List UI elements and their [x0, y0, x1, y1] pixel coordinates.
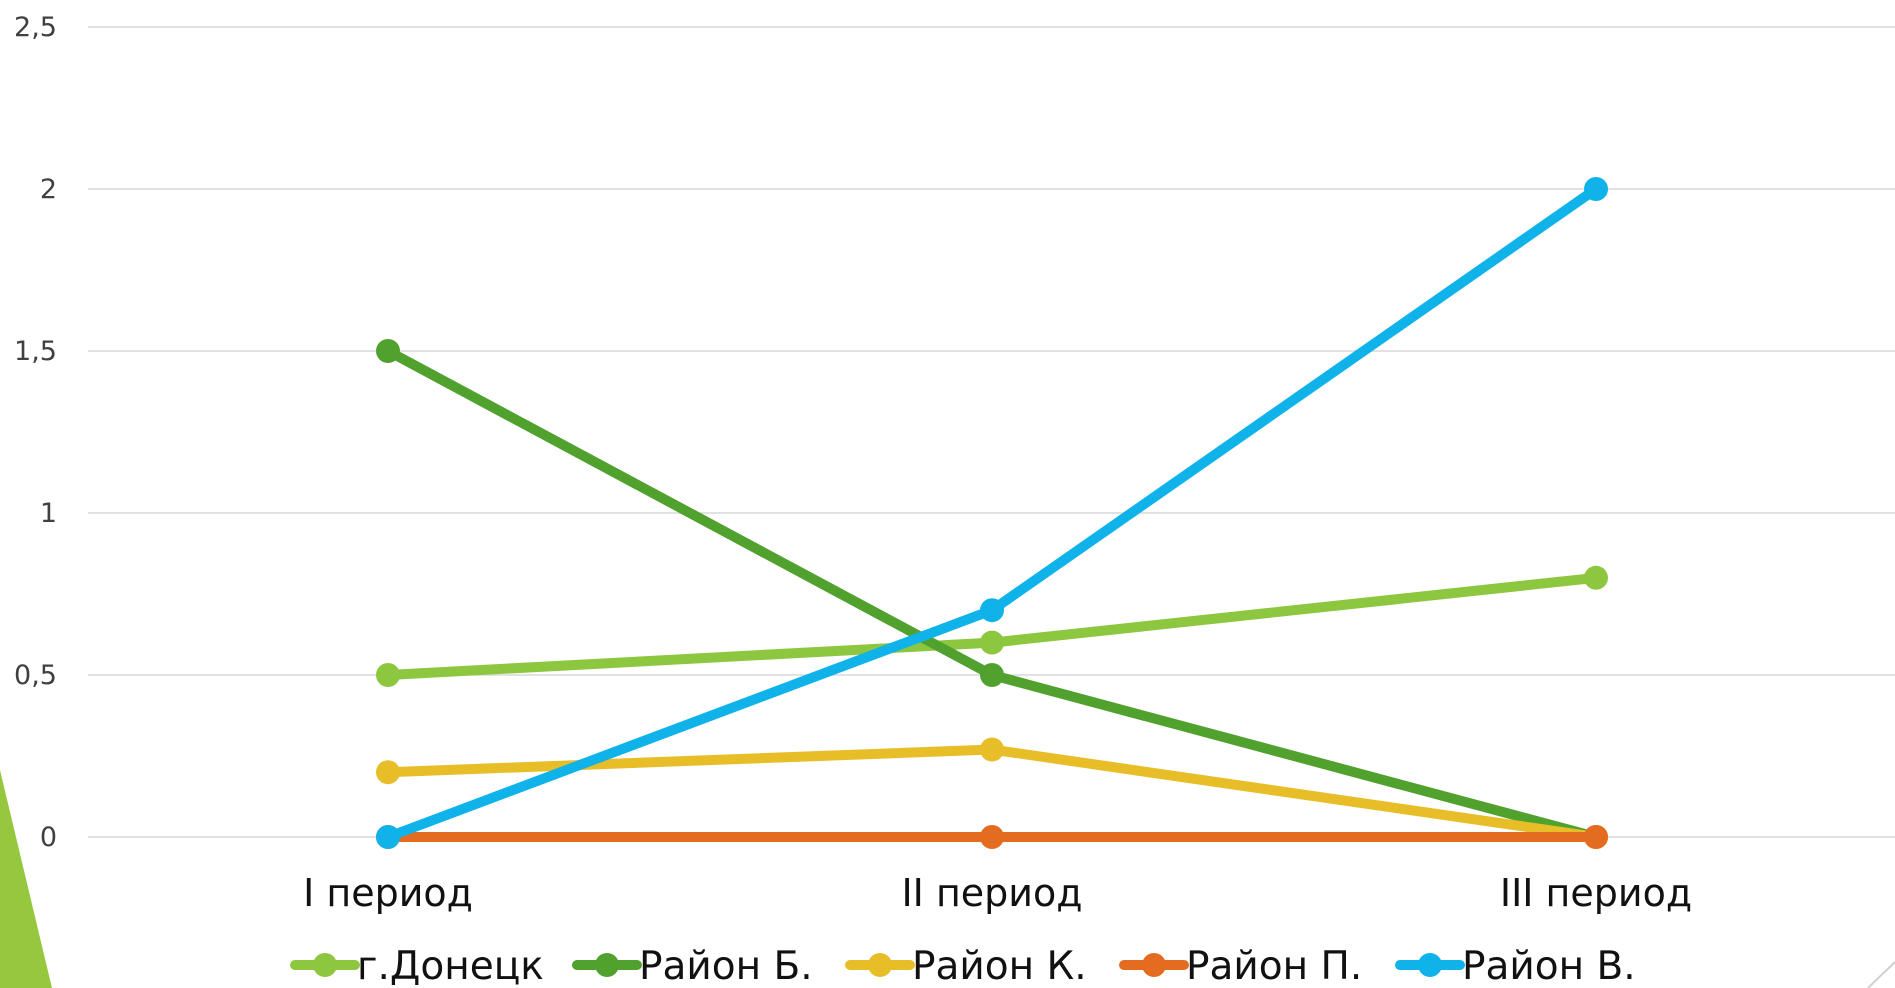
data-point	[1584, 177, 1608, 201]
x-axis-category-labels: I период II период III период	[303, 871, 1692, 915]
data-point	[980, 825, 1004, 849]
y-tick-label: 1,5	[14, 336, 57, 367]
y-axis-tick-labels: 0 0,5 1 1,5 2 2,5	[14, 12, 57, 853]
legend-label: Район В.	[1462, 944, 1636, 988]
legend-marker	[313, 953, 337, 977]
data-point	[980, 737, 1004, 762]
legend-marker	[1142, 953, 1166, 977]
data-point	[980, 630, 1004, 655]
y-tick-label: 0,5	[14, 660, 57, 691]
legend-label: Район Б.	[639, 944, 813, 988]
legend-label: г.Донецк	[357, 944, 544, 988]
x-category-label: III период	[1500, 871, 1692, 915]
data-point	[376, 760, 400, 785]
legend: г.Донецк Район Б. Район К. Район П. Район В.	[290, 944, 1636, 988]
data-point	[376, 663, 400, 687]
corner-accent-line	[1867, 961, 1895, 988]
x-category-label: I период	[303, 871, 473, 915]
data-point	[376, 825, 400, 849]
legend-marker	[868, 953, 892, 977]
legend-marker	[1418, 953, 1442, 977]
series-lines	[376, 177, 1608, 849]
y-tick-label: 2,5	[14, 12, 57, 43]
data-point	[980, 663, 1004, 687]
left-green-accent	[0, 770, 52, 988]
y-tick-label: 2	[40, 174, 57, 205]
legend-marker	[595, 953, 619, 977]
x-category-label: II период	[901, 871, 1082, 915]
data-point	[1584, 565, 1608, 590]
gridlines	[88, 26, 1895, 838]
series-line	[383, 572, 1601, 680]
data-point	[376, 339, 400, 363]
data-point	[1584, 825, 1608, 849]
y-tick-label: 1	[40, 498, 57, 529]
y-tick-label: 0	[40, 822, 57, 853]
data-point	[980, 598, 1004, 623]
legend-label: Район К.	[912, 944, 1087, 988]
legend-label: Район П.	[1186, 944, 1362, 988]
